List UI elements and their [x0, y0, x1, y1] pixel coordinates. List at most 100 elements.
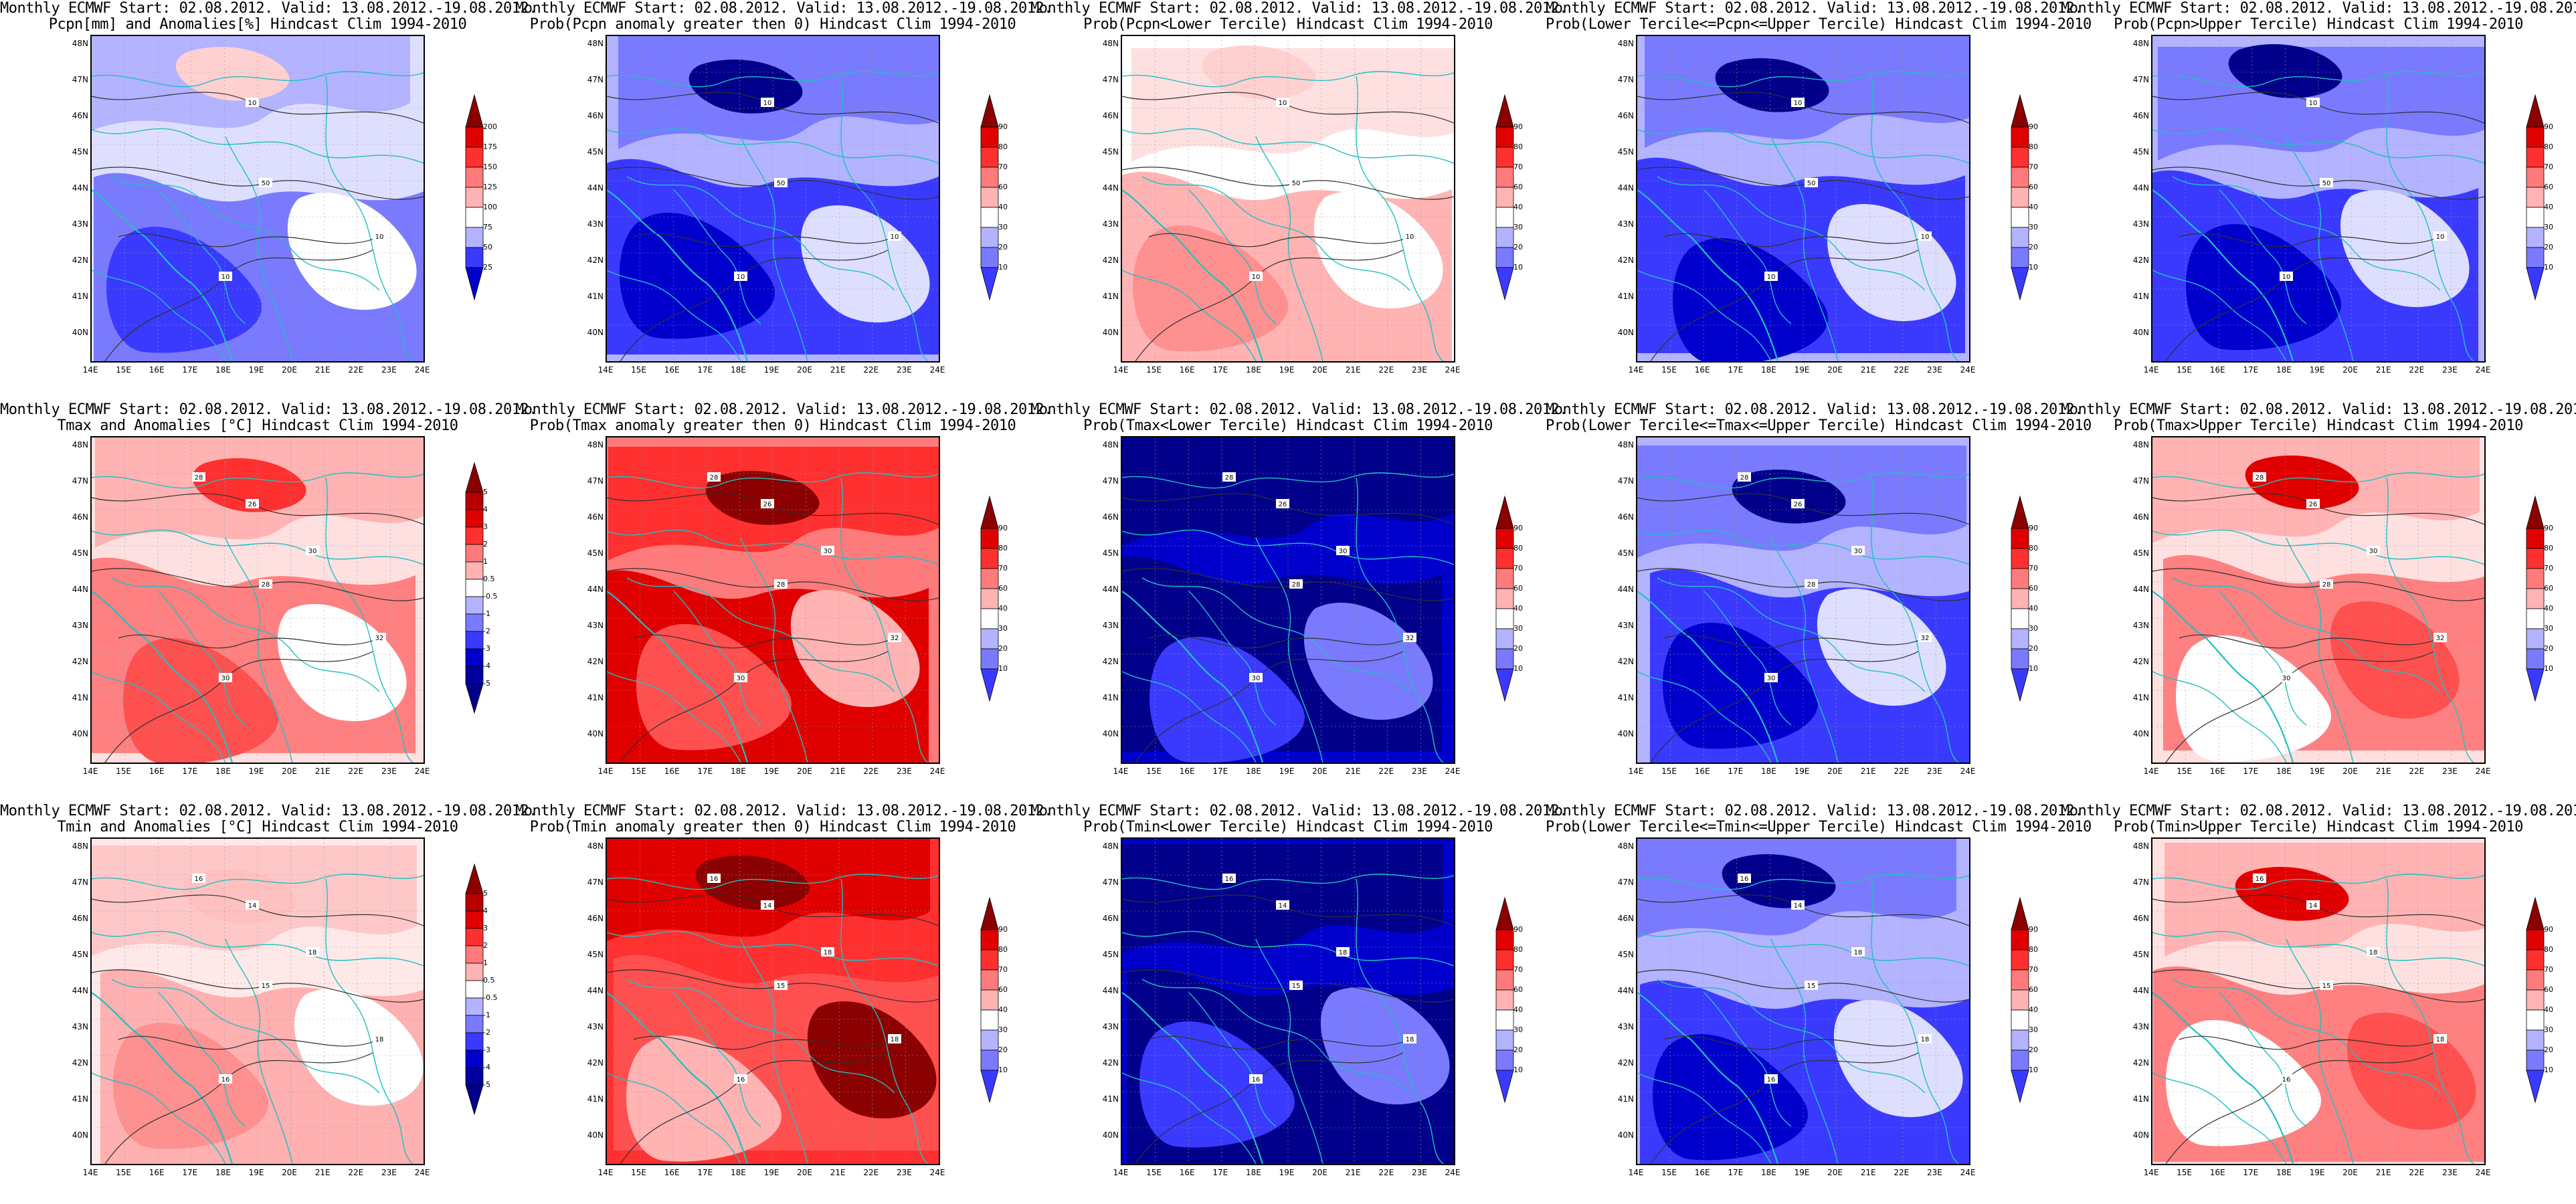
- latitude-tick-label: 44N: [72, 183, 88, 193]
- longitude-tick-label: 22E: [863, 365, 879, 375]
- adriatic-coastline: [2152, 189, 2294, 361]
- longitude-tick-label: 23E: [381, 365, 397, 375]
- colorbar-label: 80: [1513, 544, 1523, 553]
- longitude-tick-label: 18E: [730, 767, 746, 776]
- longitude-tick-label: 21E: [314, 1168, 331, 1177]
- colorbar-swatch: [465, 631, 484, 649]
- map-plot-area: 14 15 16 18 16 18: [90, 837, 425, 1165]
- latitude-tick-label: 48N: [1617, 440, 1634, 449]
- isoline-label-bg: [1276, 499, 1289, 508]
- colorbar-swatch: [980, 628, 999, 649]
- panel-title-line1: Monthly ECMWF Start: 02.08.2012. Valid: …: [1546, 401, 2083, 418]
- longitude-tick-label: 14E: [2143, 767, 2159, 776]
- longitude-tick-label: 15E: [1146, 1168, 1162, 1177]
- colorbar-swatch: [1495, 1009, 1514, 1031]
- colorbar-swatch: [1495, 207, 1514, 228]
- colorbar-swatch: [1495, 989, 1514, 1011]
- isoline-label-bg: [888, 633, 901, 642]
- isoline-label: 16: [1767, 1076, 1776, 1084]
- map-plot-area: 14 15 16 18 16 18: [1636, 837, 1970, 1165]
- field-shade: [1833, 1000, 1963, 1118]
- longitude-tick-label: 16E: [664, 1168, 680, 1177]
- colorbar-swatch: [1495, 227, 1514, 248]
- colorbar-swatch: [1495, 528, 1514, 549]
- latitude-tick-label: 41N: [72, 292, 88, 301]
- colorbar: [2009, 94, 2031, 301]
- country-border: [740, 537, 808, 763]
- longitude-tick-label: 16E: [2209, 767, 2225, 776]
- field-shade: [106, 226, 262, 353]
- colorbar-swatch: [465, 247, 484, 268]
- isoline-label: 30: [824, 548, 832, 555]
- country-border: [111, 979, 380, 1094]
- adriatic-coastline: [607, 992, 749, 1164]
- latitude-tick-label: 45N: [587, 950, 604, 959]
- colorbar-label: 70: [998, 163, 1008, 171]
- colorbar-swatch: [465, 227, 484, 248]
- latitude-tick-label: 42N: [1102, 256, 1119, 265]
- field-shade: [287, 193, 417, 310]
- longitude-tick-label: 16E: [149, 767, 165, 776]
- isoline-label-bg: [373, 231, 386, 241]
- longitude-tick-label: 24E: [2475, 767, 2491, 776]
- colorbar-swatch: [2526, 648, 2545, 670]
- map-field: 10 50 10 10: [92, 36, 424, 361]
- latitude-tick-label: 42N: [2132, 657, 2149, 666]
- colorbar-label: 90: [2544, 122, 2553, 131]
- isoline-label-bg: [888, 231, 901, 241]
- isoline-label-bg: [259, 981, 272, 990]
- colorbar-label: -2: [483, 1028, 490, 1037]
- longitude-tick-label: 17E: [1212, 767, 1228, 776]
- longitude-tick-label: 21E: [1345, 767, 1361, 776]
- latitude-tick-label: 48N: [2132, 841, 2149, 851]
- isoline-label-bg: [821, 947, 834, 957]
- isoline-label-bg: [246, 98, 259, 107]
- colorbar-swatch: [2011, 94, 2029, 128]
- colorbar-swatch: [2011, 1070, 2029, 1104]
- colorbar-label: 40: [2544, 604, 2553, 613]
- latitude-tick-label: 47N: [587, 476, 604, 486]
- country-border: [1637, 671, 1772, 763]
- longitude-tick-label: 14E: [597, 1168, 614, 1177]
- field-shade: [192, 458, 306, 512]
- isoline-label: 10: [763, 100, 772, 107]
- colorbar-label: 90: [1513, 122, 1523, 131]
- colorbar-label: -1: [483, 609, 490, 618]
- isoline-label-bg: [259, 579, 272, 589]
- isoline-label: 16: [737, 1076, 745, 1084]
- isoline-label: 18: [1339, 949, 1348, 957]
- latitude-tick-label: 44N: [587, 183, 604, 193]
- colorbar-swatch: [980, 267, 999, 301]
- colorbar-swatch: [980, 187, 999, 208]
- field-shade: [1653, 1033, 1808, 1161]
- longitude-tick-label: 14E: [1113, 1168, 1129, 1177]
- isoline-label: 30: [737, 675, 745, 682]
- field-shade: [2176, 635, 2331, 762]
- panel-title-line2: Prob(Tmin>Upper Tercile) Hindcast Clim 1…: [2114, 819, 2523, 835]
- colorbar-label: 30: [998, 624, 1008, 633]
- colorbar-swatch: [980, 94, 999, 128]
- latitude-tick-label: 45N: [72, 950, 88, 959]
- longitude-tick-label: 17E: [1728, 1168, 1744, 1177]
- isoline-label-bg: [2306, 98, 2320, 107]
- longitude-tick-label: 17E: [697, 365, 713, 375]
- longitude-tick-label: 22E: [348, 365, 364, 375]
- colorbar-label: 20: [1513, 644, 1523, 653]
- colorbar-swatch: [980, 548, 999, 569]
- colorbar-swatch: [2011, 227, 2029, 248]
- adriatic-coastline: [607, 591, 749, 763]
- map-field: 10 50 10 10: [607, 36, 939, 361]
- colorbar-swatch: [2011, 896, 2029, 930]
- isoline-label-bg: [246, 499, 259, 508]
- adriatic-coastline: [1122, 189, 1264, 361]
- colorbar-swatch: [2011, 929, 2029, 950]
- colorbar-swatch: [2526, 628, 2545, 649]
- colorbar-swatch: [2011, 969, 2029, 991]
- latitude-tick-label: 40N: [587, 1130, 604, 1140]
- latitude-tick-label: 42N: [72, 1058, 88, 1068]
- longitude-tick-label: 24E: [1960, 767, 1976, 776]
- colorbar-label: -0.5: [483, 592, 498, 601]
- country-border: [1141, 577, 1410, 692]
- longitude-tick-label: 19E: [1794, 365, 1810, 375]
- colorbar-swatch: [2011, 207, 2029, 228]
